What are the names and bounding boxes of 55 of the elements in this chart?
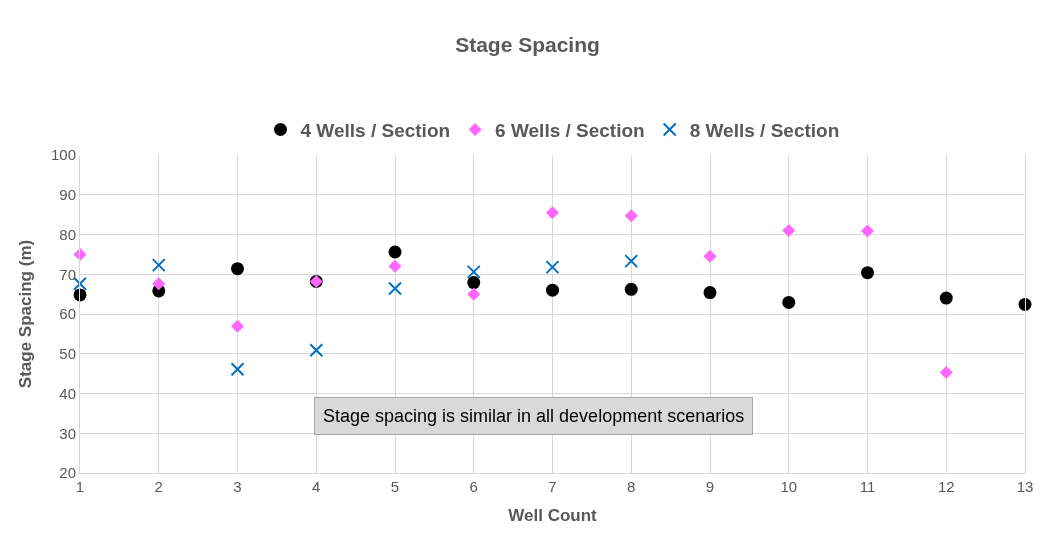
point <box>624 254 639 269</box>
point <box>388 245 402 259</box>
x-tick-label: 1 <box>75 478 85 495</box>
x-tick-label: 12 <box>937 478 955 495</box>
point <box>624 282 638 296</box>
point <box>939 365 953 379</box>
x-tick-label: 6 <box>469 478 478 495</box>
y-tick-label: 40 <box>59 384 76 402</box>
point <box>546 206 559 220</box>
point <box>467 287 481 301</box>
legend-label: 4 Wells / Section <box>300 119 451 141</box>
x-tick-label: 3 <box>233 478 242 495</box>
point <box>231 262 244 276</box>
x-axis-title: Well Count <box>508 506 598 526</box>
point <box>861 266 874 280</box>
x-tick-label: 2 <box>154 478 163 495</box>
point <box>782 224 796 238</box>
point <box>388 259 402 273</box>
y-tick-label: 50 <box>59 345 76 362</box>
x-tick-label: 8 <box>627 478 636 495</box>
point <box>782 295 796 309</box>
y-tick-label: 90 <box>59 186 76 203</box>
point <box>309 343 324 358</box>
point <box>861 224 874 238</box>
x-tick-label: 7 <box>548 478 557 495</box>
legend-label: 8 Wells / Section <box>689 119 840 141</box>
x-tick-label: 13 <box>1016 478 1034 495</box>
x-tick-label: 11 <box>859 478 876 495</box>
y-tick-label: 70 <box>59 265 76 283</box>
legend-label: 6 Wells / Section <box>495 119 645 141</box>
y-axis-title: Stage Spacing (m) <box>15 239 35 389</box>
x-tick-label: 5 <box>390 478 400 495</box>
y-tick-label: 80 <box>59 225 76 243</box>
point <box>466 264 481 279</box>
point <box>230 362 245 377</box>
point <box>546 283 559 297</box>
point <box>939 291 953 305</box>
y-tick-label: 30 <box>59 424 76 442</box>
point <box>151 258 166 273</box>
point <box>703 249 717 263</box>
y-tick-label: 60 <box>59 305 76 323</box>
point <box>545 260 560 275</box>
x-tick-label: 4 <box>312 478 321 495</box>
annotation: Stage spacing is similar in all development scenarios <box>323 406 745 426</box>
point <box>231 319 244 333</box>
point <box>388 281 402 296</box>
point <box>624 209 638 223</box>
x-tick-label: 9 <box>705 478 715 495</box>
x-tick-label: 10 <box>780 478 798 495</box>
point <box>703 286 717 300</box>
point <box>467 276 481 290</box>
point <box>152 277 166 291</box>
chart-title: Stage Spacing <box>455 33 600 57</box>
y-tick-label: 20 <box>59 464 76 482</box>
y-tick-label: 100 <box>50 146 76 164</box>
